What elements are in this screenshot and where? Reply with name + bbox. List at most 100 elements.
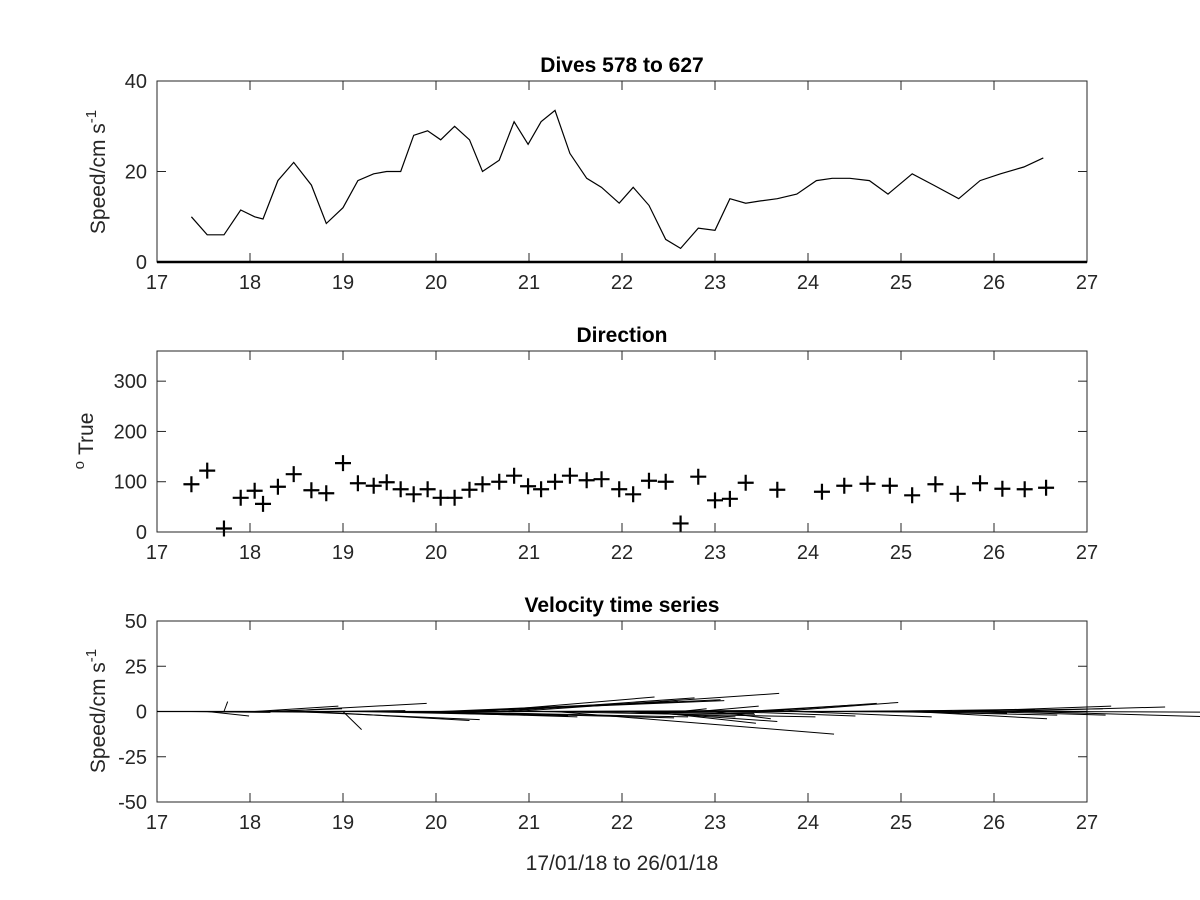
- speed-x-tick-label: 18: [239, 272, 261, 294]
- direction-plus-marker: [813, 483, 830, 500]
- velocity-stick: [554, 711, 835, 735]
- velocity-stick: [957, 705, 1112, 712]
- direction-plus-marker: [721, 490, 738, 507]
- direction-plus-marker: [593, 471, 610, 488]
- direction-x-tick-label: 26: [983, 542, 1005, 564]
- direction-x-tick-label: 25: [890, 542, 912, 564]
- speed-y-label-sup: -1: [83, 110, 100, 123]
- velocity-y-label: Speed/cm s-1: [83, 649, 110, 773]
- velocity-stick: [254, 705, 339, 712]
- velocity-stick: [796, 711, 932, 718]
- direction-plus-marker: [349, 475, 366, 492]
- direction-plus-marker: [611, 481, 628, 498]
- direction-plus-marker: [737, 474, 754, 491]
- direction-plus-marker: [769, 481, 786, 498]
- speed-x-tick-label: 21: [518, 272, 540, 294]
- speed-x-ticks: 17 18 19 20 21 22 23 24 25 26 27: [146, 81, 1098, 294]
- direction-plus-marker: [255, 495, 272, 512]
- direction-plus-marker: [215, 520, 232, 537]
- direction-plus-marker: [994, 480, 1011, 497]
- direction-plus-marker: [1016, 481, 1033, 498]
- velocity-stick: [207, 711, 250, 717]
- speed-x-tick-label: 24: [797, 272, 819, 294]
- direction-plus-marker: [578, 472, 595, 489]
- direction-plus-marker: [657, 473, 674, 490]
- direction-plus-marker: [927, 476, 944, 493]
- velocity-y-label-sup: -1: [83, 649, 100, 662]
- velocity-stick: [760, 702, 877, 712]
- speed-x-tick-label: 19: [332, 272, 354, 294]
- velocity-x-tick-label: 20: [425, 812, 447, 834]
- velocity-sticks-group: [157, 692, 1200, 735]
- direction-y-tick-label: 0: [136, 522, 147, 544]
- velocity-x-tick-label: 19: [332, 812, 354, 834]
- velocity-stick: [980, 711, 1106, 716]
- direction-plus-marker: [491, 473, 508, 490]
- direction-plus-marker: [520, 478, 537, 495]
- velocity-y-tick-label: -25: [118, 747, 147, 769]
- direction-plus-marker: [335, 455, 351, 472]
- direction-x-tick-label: 18: [239, 542, 261, 564]
- direction-plus-marker: [183, 476, 200, 493]
- velocity-x-tick-label: 21: [518, 812, 540, 834]
- velocity-stick: [912, 711, 1048, 720]
- velocity-stick: [514, 692, 780, 712]
- speed-series-line: [190, 109, 1044, 250]
- direction-plus-marker: [392, 481, 409, 498]
- direction-x-tick-label: 17: [146, 542, 168, 564]
- velocity-stick: [482, 696, 655, 712]
- speed-panel-title: Dives 578 to 627: [540, 54, 703, 77]
- direction-x-tick-label: 20: [425, 542, 447, 564]
- direction-x-tick-label: 19: [332, 542, 354, 564]
- velocity-x-tick-label: 18: [239, 812, 261, 834]
- direction-y-tick-label: 300: [114, 371, 147, 393]
- velocity-stick: [1046, 711, 1200, 713]
- speed-y-label: Speed/cm s-1: [83, 110, 110, 234]
- velocity-stick: [729, 711, 856, 717]
- speed-x-tick-label: 22: [611, 272, 633, 294]
- speed-x-tick-label: 27: [1076, 272, 1098, 294]
- speed-x-tick-label: 17: [146, 272, 168, 294]
- direction-plus-marker: [561, 467, 578, 484]
- velocity-x-tick-label: 24: [797, 812, 819, 834]
- direction-plus-marker: [269, 478, 286, 495]
- velocity-y-tick-label: -50: [118, 792, 147, 814]
- velocity-stick: [277, 702, 427, 712]
- direction-plus-marker: [432, 489, 449, 506]
- direction-plus-marker: [285, 466, 302, 483]
- velocity-panel: Velocity time series Speed/cm s-1 17/01/…: [83, 594, 1200, 875]
- velocity-stick: [223, 701, 229, 712]
- speed-y-tick-label: 20: [125, 162, 147, 184]
- direction-y-tick-label: 100: [114, 472, 147, 494]
- direction-panel-title: Direction: [576, 324, 667, 347]
- direction-y-label: o True: [71, 413, 98, 470]
- speed-panel: Dives 578 to 627 Speed/cm s-1 17 18 19 20 21…: [83, 54, 1098, 294]
- direction-panel: Direction o True 17 18 19 20 21 22 23 24 25 26 27 0…: [71, 324, 1098, 564]
- direction-plus-marker: [640, 472, 657, 489]
- direction-x-tick-label: 27: [1076, 542, 1098, 564]
- direction-x-tick-label: 22: [611, 542, 633, 564]
- direction-plus-marker: [547, 473, 564, 490]
- direction-markers-group: [183, 455, 1055, 537]
- velocity-stick: [427, 711, 689, 718]
- direction-plus-marker: [625, 486, 642, 503]
- velocity-x-tick-label: 26: [983, 812, 1005, 834]
- direction-plus-marker: [506, 467, 523, 484]
- direction-plus-marker: [232, 489, 249, 506]
- direction-plus-marker: [446, 489, 463, 506]
- direction-plus-marker: [419, 481, 436, 498]
- direction-x-tick-label: 24: [797, 542, 819, 564]
- velocity-stick: [1024, 711, 1200, 717]
- direction-plus-marker: [859, 475, 876, 492]
- velocity-x-tick-label: 17: [146, 812, 168, 834]
- velocity-stick: [680, 708, 707, 712]
- direction-plus-marker: [881, 477, 898, 494]
- velocity-x-tick-label: 27: [1076, 812, 1098, 834]
- speed-line-group: [157, 109, 1087, 264]
- direction-plus-marker: [707, 492, 723, 509]
- velocity-x-tick-label: 25: [890, 812, 912, 834]
- velocity-stick: [311, 711, 470, 722]
- velocity-stick: [777, 701, 899, 712]
- velocity-stick: [648, 711, 756, 724]
